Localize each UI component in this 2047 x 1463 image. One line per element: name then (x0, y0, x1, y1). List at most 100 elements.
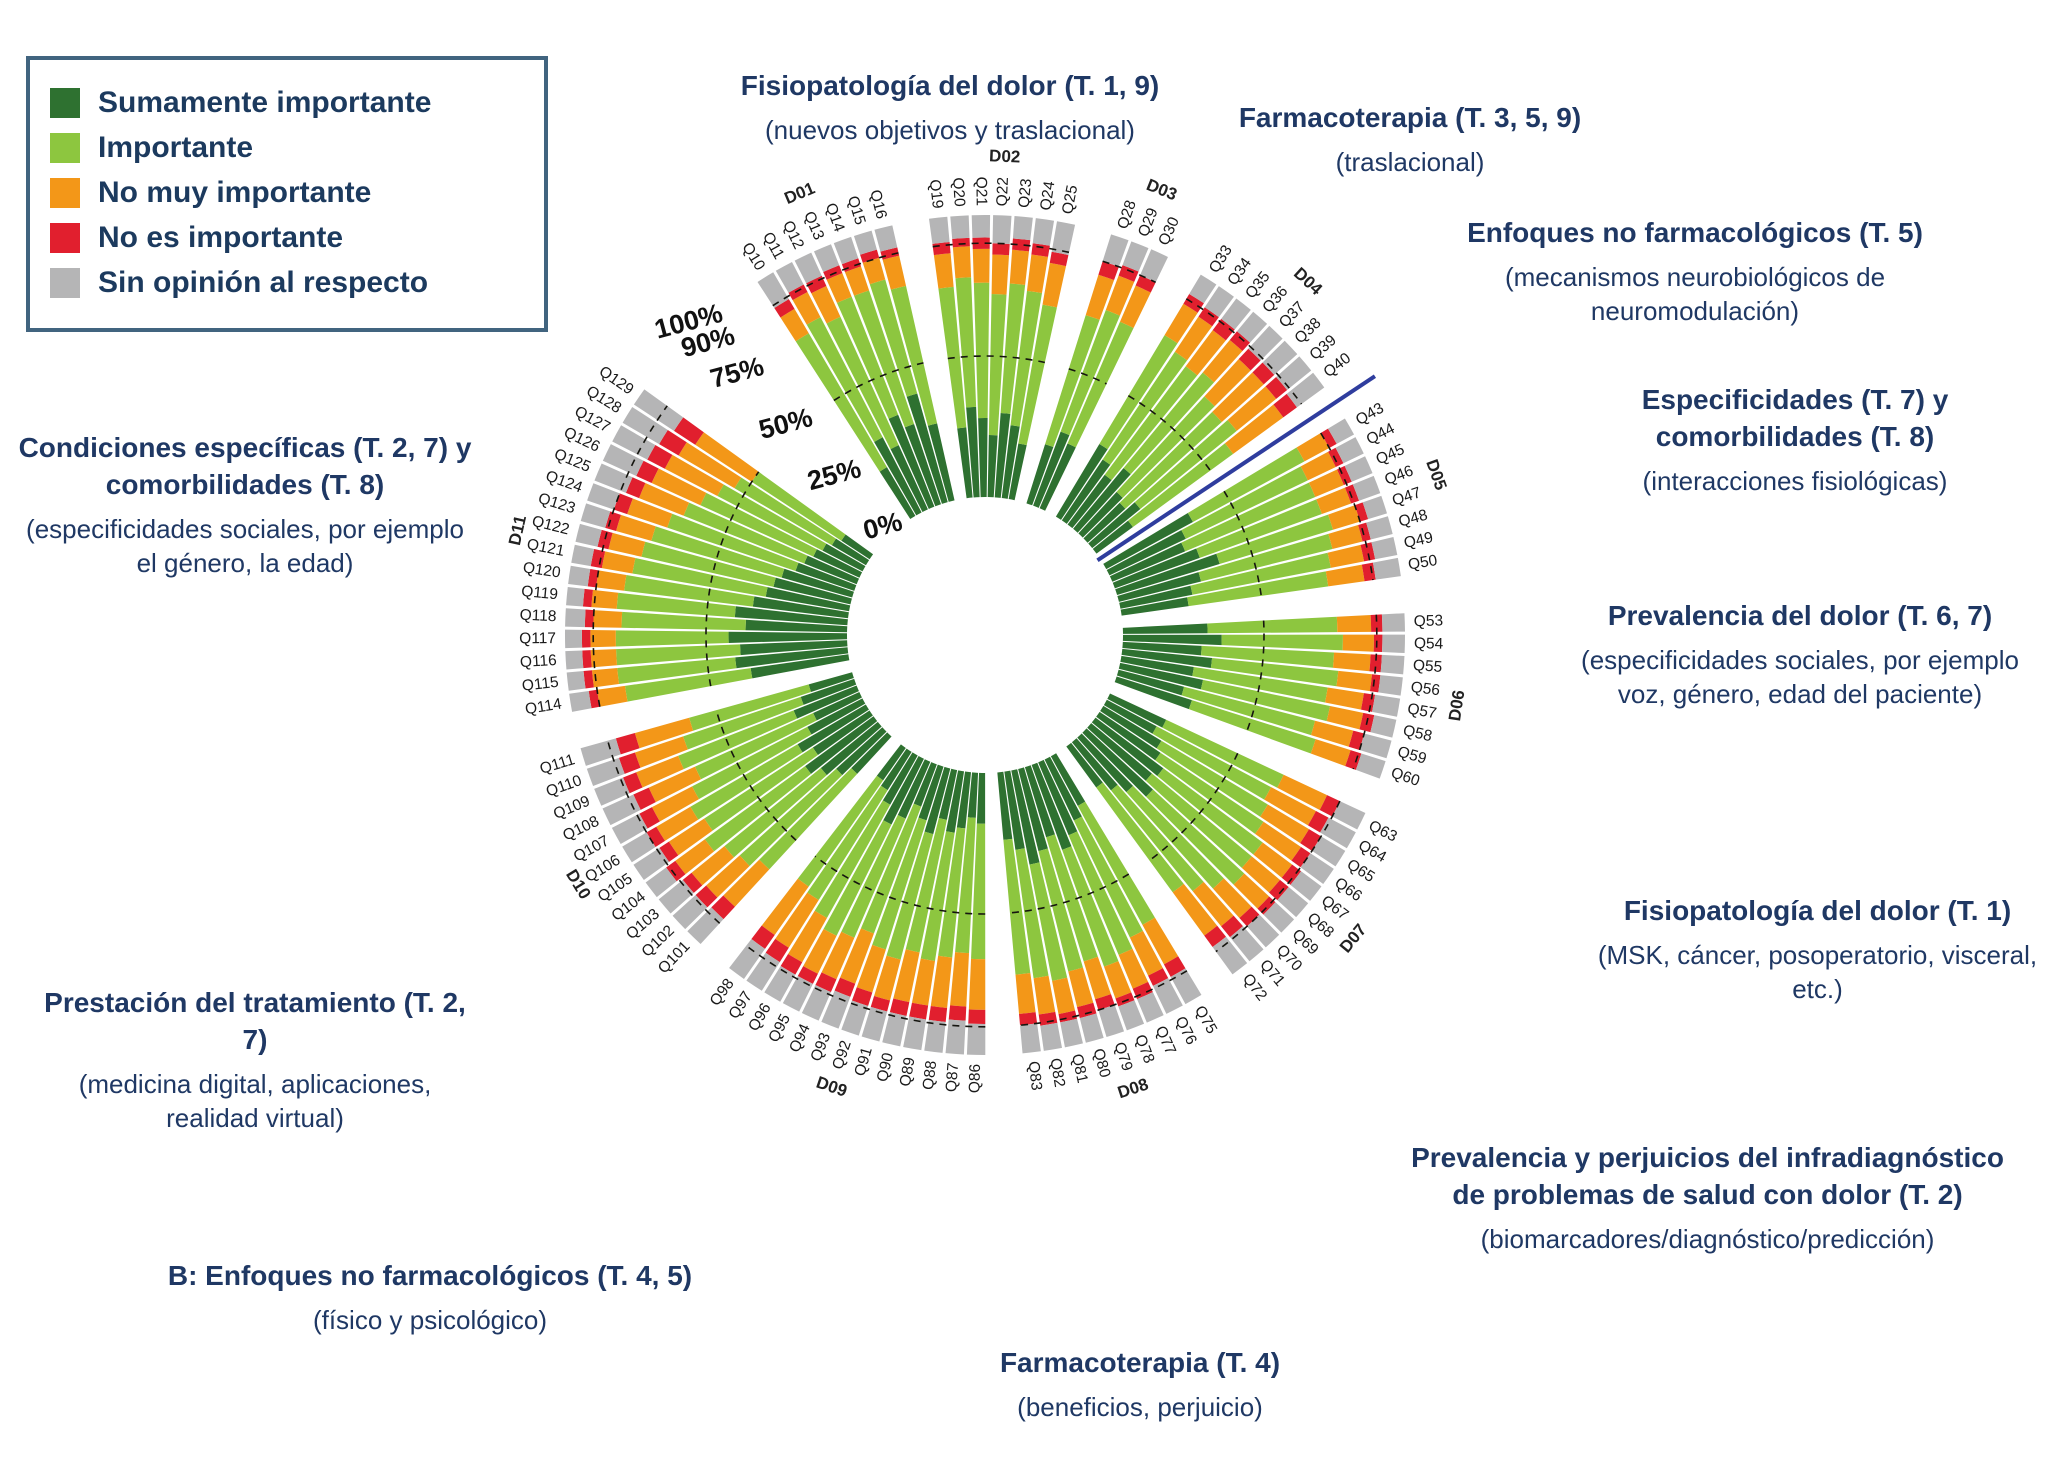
domain-label: D08 (1115, 1075, 1151, 1103)
question-label: Q58 (1401, 722, 1433, 745)
bar-segment (690, 744, 803, 820)
bar-segment (924, 1019, 946, 1053)
bar-segment (1200, 679, 1331, 722)
bar-segment (1052, 977, 1076, 1015)
bar-segment (1102, 234, 1129, 267)
bar-segment (764, 965, 796, 1002)
bar-segment (987, 435, 998, 498)
question-label: Q46 (1382, 462, 1415, 488)
bar-segment (1067, 474, 1112, 529)
bar-segment (1162, 719, 1284, 788)
bar-segment (668, 818, 713, 856)
annotation-title: Enfoques no farmacológicos (T. 5) (1467, 217, 1923, 248)
bar-segment (803, 928, 837, 974)
bar-segment (1373, 634, 1383, 653)
bar-segment (971, 214, 991, 238)
bar-segment (991, 254, 1010, 295)
bar-segment (1221, 915, 1243, 938)
bar-segment (797, 704, 869, 753)
question-label: Q55 (1412, 657, 1442, 676)
bar-segment (854, 290, 915, 428)
percent-gridline (814, 855, 986, 915)
bar-segment (673, 417, 704, 445)
domain-label: D09 (814, 1073, 850, 1101)
bar-segment (1265, 376, 1288, 399)
annotation-subtitle: (MSK, cáncer, posoperatorio, visceral, e… (1597, 939, 2038, 1005)
bar-segment (1032, 218, 1055, 246)
bar-segment (1020, 1023, 1041, 1054)
bar-segment (841, 534, 874, 560)
bar-segment (1015, 973, 1036, 1014)
bar-segment (918, 764, 944, 821)
bar-segment (1085, 274, 1115, 320)
bar-segment (1212, 318, 1235, 341)
bar-segment (1355, 753, 1386, 779)
bar-segment (1362, 495, 1388, 520)
bar-segment (759, 768, 858, 870)
bar-segment (1183, 294, 1204, 313)
question-label: Q92 (829, 1038, 855, 1071)
bar-segment (1148, 968, 1169, 986)
legend-item: Sin opinión al respecto (50, 265, 520, 301)
question-label: Q59 (1396, 743, 1429, 767)
bar-segment (889, 998, 910, 1016)
bar-segment (1358, 522, 1371, 542)
bar-segment (1015, 848, 1049, 979)
bar-segment (904, 424, 941, 507)
bar-segment (583, 670, 594, 689)
bar-segment (1033, 975, 1056, 1015)
question-label: Q89 (897, 1056, 919, 1088)
bar-segment (1018, 767, 1048, 852)
bar-segment (805, 716, 878, 774)
annotation-title: Prevalencia y perjuicios del infradiagnó… (1411, 1142, 2004, 1210)
question-label: Q30 (1155, 214, 1183, 248)
bar-segment (616, 644, 741, 666)
bar-segment (1204, 925, 1227, 947)
bar-segment (1227, 386, 1277, 431)
bar-segment (882, 255, 907, 290)
bar-segment (1119, 411, 1222, 509)
bar-segment (1273, 393, 1297, 418)
bar-segment (933, 253, 954, 289)
bar-segment (1046, 834, 1098, 962)
bar-segment (811, 286, 841, 324)
bar-segment (1012, 216, 1033, 241)
question-label: Q117 (519, 630, 556, 647)
bar-segment (952, 237, 970, 248)
question-label: Q15 (844, 194, 869, 227)
bar-segment (667, 513, 799, 571)
bar-segment (1327, 544, 1365, 568)
percent-gridline (715, 709, 797, 841)
legend-swatch (50, 178, 80, 208)
bar-segment (1360, 542, 1376, 562)
bar-segment (1241, 856, 1280, 893)
bar-segment (591, 667, 620, 688)
bar-segment (639, 483, 690, 516)
bar-segment (687, 907, 724, 945)
bar-segment (1264, 787, 1316, 826)
legend-swatch (50, 223, 80, 253)
bar-segment (1098, 261, 1119, 281)
bar-segment (945, 1019, 966, 1055)
domain-label: D11 (505, 514, 530, 548)
bar-segment (1067, 321, 1134, 448)
bar-segment (968, 958, 986, 1010)
bar-segment (822, 543, 866, 572)
legend-item: No es importante (50, 220, 520, 256)
bar-segment (1328, 447, 1344, 467)
bar-segment (1096, 711, 1161, 761)
bar-segment (1311, 836, 1346, 867)
bar-segment (820, 721, 882, 776)
annotation-prestacion-del-tratamiento: Prestación del tratamiento (T. 2, 7) (me… (35, 985, 475, 1136)
bar-segment (971, 823, 986, 960)
bar-segment (1181, 686, 1316, 736)
bar-segment (751, 471, 846, 541)
bar-segment (782, 975, 813, 1012)
bar-segment (1336, 670, 1372, 692)
bar-segment (1311, 720, 1354, 747)
bar-segment (1104, 366, 1198, 481)
bar-segment (1281, 864, 1302, 885)
bar-segment (1371, 536, 1398, 560)
bar-segment (870, 996, 890, 1012)
bar-segment (938, 768, 958, 820)
